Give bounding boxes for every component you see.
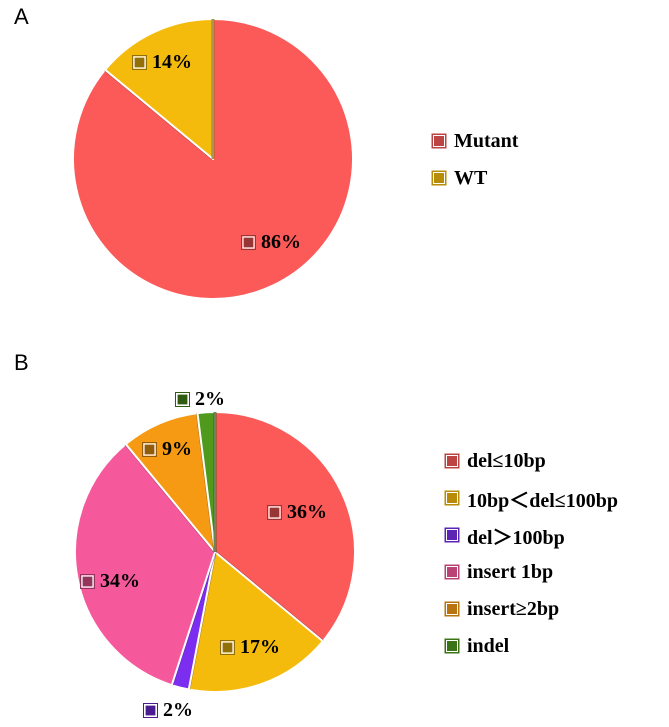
legend-item-a-0: Mutant <box>433 128 518 154</box>
legend-item-b-5: indel <box>446 633 618 659</box>
data-label-marker-border <box>220 640 235 655</box>
legend-label: Mutant <box>454 129 519 152</box>
data-label-marker-border <box>267 505 282 520</box>
pie-chart-b: 36% 17% 2% 34% 9% 2% <box>74 388 356 721</box>
data-label-marker <box>221 641 234 654</box>
data-label-marker-border <box>143 703 158 718</box>
data-label-text: 14% <box>152 51 192 73</box>
data-label-b-5: 2% <box>175 388 225 410</box>
legend-label: 10bp＜del≤100bp <box>467 489 619 512</box>
legend-item-b-4: insert≥2bp <box>446 596 618 622</box>
legend-label: del≤10bp <box>467 449 546 472</box>
data-label-b-3: 34% <box>80 570 140 592</box>
data-label-marker <box>81 575 94 588</box>
legend-label: WT <box>454 166 488 189</box>
legend-swatch <box>446 566 458 578</box>
data-label-text: 86% <box>261 231 301 253</box>
data-label-text: 2% <box>195 388 225 410</box>
pie-slice-b-1 <box>187 551 324 693</box>
data-label-marker <box>268 506 281 519</box>
data-label-text: 34% <box>100 570 140 592</box>
data-label-b-1: 17% <box>220 636 280 658</box>
data-label-b-0: 36% <box>267 501 327 523</box>
data-label-a-0: 86% <box>241 231 301 253</box>
data-label-b-4: 9% <box>142 438 192 460</box>
data-label-text: 2% <box>163 699 193 721</box>
pie-slice-b-3 <box>74 443 216 687</box>
data-label-b-2: 2% <box>143 699 193 721</box>
legend-swatch <box>446 529 458 541</box>
data-label-a-1: 14% <box>132 51 192 73</box>
panel-label-a: A <box>14 4 29 29</box>
legend-b: del≤10bp 10bp＜del≤100bp del＞100bp insert 1b… <box>446 448 618 670</box>
data-label-marker <box>143 443 156 456</box>
data-label-text: 36% <box>287 501 327 523</box>
data-label-marker-border <box>175 392 190 407</box>
data-label-text: 17% <box>240 636 280 658</box>
legend-item-b-0: del≤10bp <box>446 448 618 474</box>
legend-label: del＞100bp <box>467 526 565 549</box>
pie-slice-a-1 <box>104 18 214 160</box>
data-label-text: 9% <box>162 438 192 460</box>
panel-label-b: B <box>14 350 29 375</box>
legend-label: insert≥2bp <box>467 597 560 620</box>
legend-label: insert 1bp <box>467 560 554 583</box>
legend-swatch <box>446 492 458 504</box>
legend-label: indel <box>467 634 510 657</box>
legend-swatch <box>446 603 458 615</box>
data-label-marker-border <box>80 574 95 589</box>
legend-swatch <box>433 172 445 184</box>
data-label-marker <box>144 704 157 717</box>
data-label-marker-border <box>142 442 157 457</box>
legend-item-b-1: 10bp＜del≤100bp <box>446 485 619 512</box>
data-label-marker <box>242 236 255 249</box>
legend-swatch <box>446 455 458 467</box>
legend-swatch <box>433 135 445 147</box>
data-label-marker <box>176 393 189 406</box>
legend-swatch <box>446 640 458 652</box>
legend-item-b-2: del＞100bp <box>446 522 618 549</box>
data-label-marker-border <box>241 235 256 250</box>
legend-item-b-3: insert 1bp <box>446 559 618 585</box>
data-label-marker <box>133 56 146 69</box>
data-label-marker-border <box>132 55 147 70</box>
pie-slice-b-0 <box>214 411 356 643</box>
pie-chart-a: 86% 14% <box>72 18 354 300</box>
legend-item-a-1: WT <box>433 165 518 191</box>
legend-a: Mutant WT <box>433 128 518 202</box>
